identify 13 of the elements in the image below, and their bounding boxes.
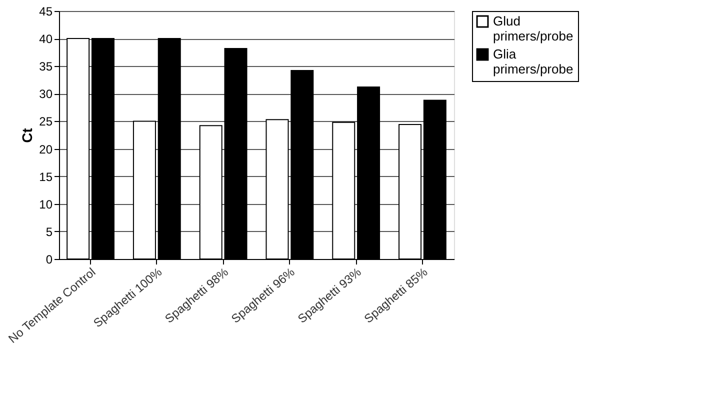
- y-tick-label: 35: [39, 60, 53, 74]
- y-tick-label: 20: [39, 142, 53, 156]
- legend-label: Glud primers/probe: [493, 14, 574, 44]
- y-tick-label: 0: [46, 252, 53, 266]
- y-tick-label: 10: [39, 197, 53, 212]
- y-axis-title: Ct: [19, 128, 36, 143]
- y-tick-label: 30: [39, 87, 53, 102]
- y-tick-label: 25: [39, 114, 53, 129]
- legend-label: Glia primers/probe: [493, 46, 574, 76]
- y-tick-label: 40: [39, 32, 53, 46]
- y-tick-label: 5: [46, 224, 53, 239]
- y-tick-label: 45: [39, 4, 53, 18]
- y-tick-label: 15: [39, 170, 53, 184]
